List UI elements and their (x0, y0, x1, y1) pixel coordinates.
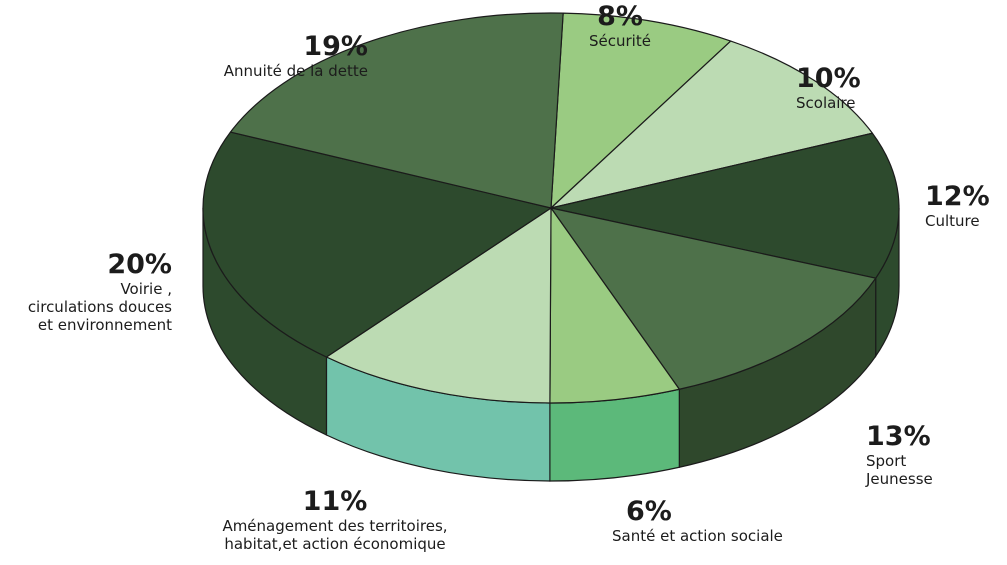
slice-percent: 6% (626, 496, 672, 527)
slice-percent: 13% (866, 421, 931, 452)
pie-slice-3 (550, 132, 900, 279)
slice-name-line-2: circulations douces (27, 298, 172, 316)
slice-label-securite: 8% Sécurité (580, 1, 660, 51)
pie-slice-1 (550, 12, 732, 209)
pie-slice-2 (550, 40, 874, 209)
pie-slice-7 (202, 131, 552, 358)
slice-name-line-3: et environnement (37, 316, 172, 334)
slice-label-culture: 12% Culture (925, 181, 1005, 231)
slice-percent: 8% (597, 1, 643, 32)
slice-label-dette: 19% Annuité de la dette (168, 31, 368, 81)
slice-name-line-1: Sport (866, 452, 907, 470)
slice-label-sport-jeunesse: 13% Sport Jeunesse (866, 421, 986, 489)
slice-label-sante: 6% Santé et action sociale (612, 496, 832, 546)
slice-name-line-1: Aménagement des territoires, (222, 517, 448, 535)
slice-name: Santé et action sociale (612, 527, 783, 545)
slice-name-line-2: habitat,et action économique (224, 535, 446, 553)
pie-slice-6 (325, 207, 552, 404)
slice-label-voirie: 20% Voirie , circulations douces et envi… (2, 249, 172, 335)
slice-label-scolaire: 10% Scolaire (796, 63, 916, 113)
slice-name: Culture (925, 212, 980, 230)
slice-percent: 20% (107, 249, 172, 280)
slice-name-line-1: Voirie , (120, 280, 172, 298)
pie-slice-5 (549, 207, 680, 404)
slice-name: Scolaire (796, 94, 856, 112)
slice-name: Annuité de la dette (223, 62, 368, 80)
slice-name: Sécurité (589, 32, 651, 50)
slice-percent: 12% (925, 181, 990, 212)
pie-slice-8 (229, 12, 564, 209)
slice-label-amenagement: 11% Aménagement des territoires, habitat… (200, 486, 470, 554)
slice-percent: 19% (303, 31, 368, 62)
pie-slice-4 (550, 207, 877, 390)
slice-percent: 11% (302, 486, 368, 517)
slice-name-line-2: Jeunesse (866, 470, 933, 488)
slice-percent: 10% (796, 63, 861, 94)
